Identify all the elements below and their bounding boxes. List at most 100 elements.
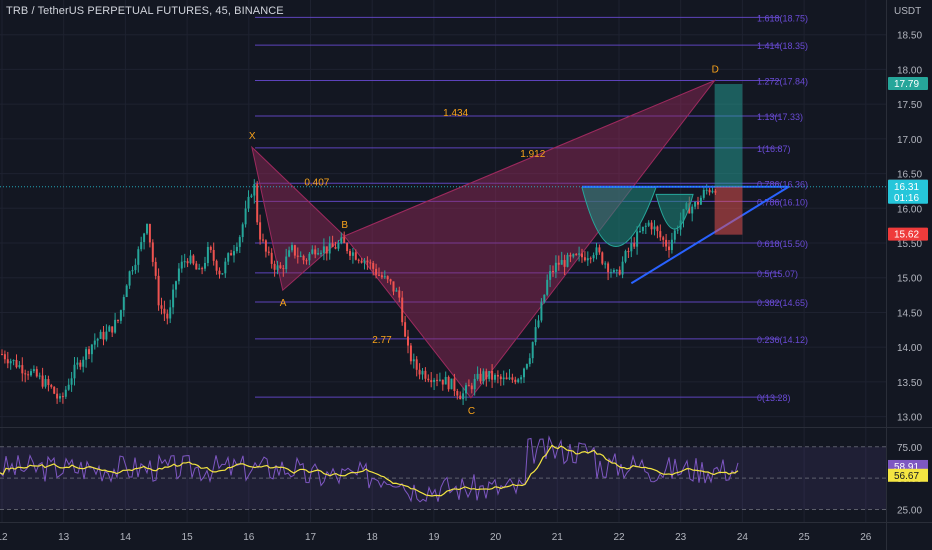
candle-body: [650, 222, 653, 230]
candle-body: [119, 310, 122, 321]
candle-body: [241, 224, 244, 238]
candle-body: [395, 290, 398, 292]
candle-body: [154, 261, 157, 276]
candle-body: [479, 373, 482, 382]
rsi-badge-label: 58.91: [894, 462, 919, 473]
candle-body: [528, 358, 531, 365]
candle-body: [227, 253, 230, 262]
candle-body: [85, 349, 88, 360]
candle-body: [79, 362, 82, 367]
fib-level-label: 0.5(15.07): [757, 269, 798, 279]
candle-body: [247, 196, 250, 209]
candle-body: [668, 246, 670, 251]
candle-body: [262, 239, 264, 241]
candle-body: [473, 378, 476, 390]
candle-body: [201, 268, 204, 270]
candle-body: [511, 377, 514, 380]
candle-body: [615, 269, 618, 271]
fibonacci-levels[interactable]: 1.618(18.75) 1.414(18.35) 1.272(17.84) 1.13…: [255, 13, 808, 403]
candle-body: [172, 289, 175, 308]
candle-body: [401, 297, 404, 323]
candle-body: [575, 254, 578, 256]
price-badge-label: 15.62: [894, 230, 919, 241]
handle-shape: [655, 193, 694, 230]
candle-body: [134, 264, 137, 271]
candle-body: [253, 184, 256, 196]
candle-body: [293, 245, 296, 256]
price-tick-label: 15.50: [897, 239, 922, 250]
candle-body: [438, 379, 441, 381]
candle-body: [340, 237, 343, 244]
candle-body: [349, 251, 351, 256]
candle-body: [581, 253, 583, 258]
symbol-title[interactable]: TRB / TetherUS PERPETUAL FUTURES, 45, BI…: [6, 5, 284, 17]
support-trendline: [630, 185, 790, 285]
candle-body: [337, 243, 340, 249]
candle-body: [343, 237, 346, 244]
candle-body: [598, 247, 601, 253]
price-badge-label: 16.31: [894, 182, 919, 193]
candle-body: [670, 239, 673, 251]
candle-body: [354, 252, 357, 260]
candle-body: [557, 262, 560, 265]
candle-body: [624, 251, 627, 262]
fib-level-label: 0(13.28): [757, 393, 791, 403]
price-tick-label: 18.00: [897, 65, 922, 76]
price-tick-label: 15.00: [897, 274, 922, 285]
candle-body: [256, 184, 259, 223]
candle-body: [520, 377, 523, 380]
fib-level-label: 0.786(16.10): [757, 197, 808, 207]
price-badge-label: 17.79: [894, 79, 919, 90]
candle-body: [546, 279, 549, 295]
candle-body: [482, 371, 485, 382]
candle-body: [146, 223, 148, 234]
candle-body: [21, 365, 24, 374]
candle-body: [453, 378, 456, 391]
candle-body: [279, 265, 282, 269]
harmonic-pattern[interactable]: X A B C D 0.407 1.434 1.912 2.77: [249, 65, 719, 417]
candle-body: [708, 189, 711, 193]
candle-body: [592, 255, 595, 259]
candle-body: [41, 375, 44, 387]
candle-body: [363, 260, 366, 263]
candle-body: [314, 249, 317, 255]
candle-body: [18, 365, 21, 368]
candle-body: [699, 197, 702, 205]
candle-body: [209, 246, 212, 250]
candle-body: [44, 379, 47, 387]
candle-body: [192, 255, 195, 264]
candle-body: [360, 260, 363, 263]
candle-body: [418, 369, 421, 375]
rsi-ma-line: [0, 444, 739, 497]
candle-body: [380, 275, 383, 278]
fib-level-label: 1.13(17.33): [757, 112, 803, 122]
candle-body: [502, 377, 505, 380]
candle-body: [151, 242, 154, 262]
candle-body: [235, 246, 238, 252]
candle-body: [554, 262, 557, 273]
candle-body: [430, 380, 433, 383]
pattern-ratio-label: 1.912: [520, 149, 545, 160]
candle-body: [267, 251, 270, 253]
rsi-line: [0, 435, 739, 503]
rsi-tick-label: 25.00: [897, 505, 922, 516]
candle-body: [160, 305, 163, 309]
candle-body: [378, 274, 380, 276]
trade-position-tool[interactable]: [714, 84, 743, 235]
candle-body: [114, 319, 117, 333]
xab-triangle: [251, 145, 346, 292]
candle-body: [206, 246, 209, 263]
candle-body: [525, 364, 528, 369]
candle-body: [552, 271, 554, 273]
price-badge: [888, 77, 928, 91]
candle-body: [566, 254, 569, 267]
candle-body: [189, 255, 192, 264]
candle-body: [633, 243, 636, 247]
candle-body: [334, 247, 337, 249]
candle-body: [534, 327, 537, 343]
candle-body: [93, 340, 96, 345]
candle-body: [282, 268, 285, 270]
candle-body: [224, 261, 227, 274]
